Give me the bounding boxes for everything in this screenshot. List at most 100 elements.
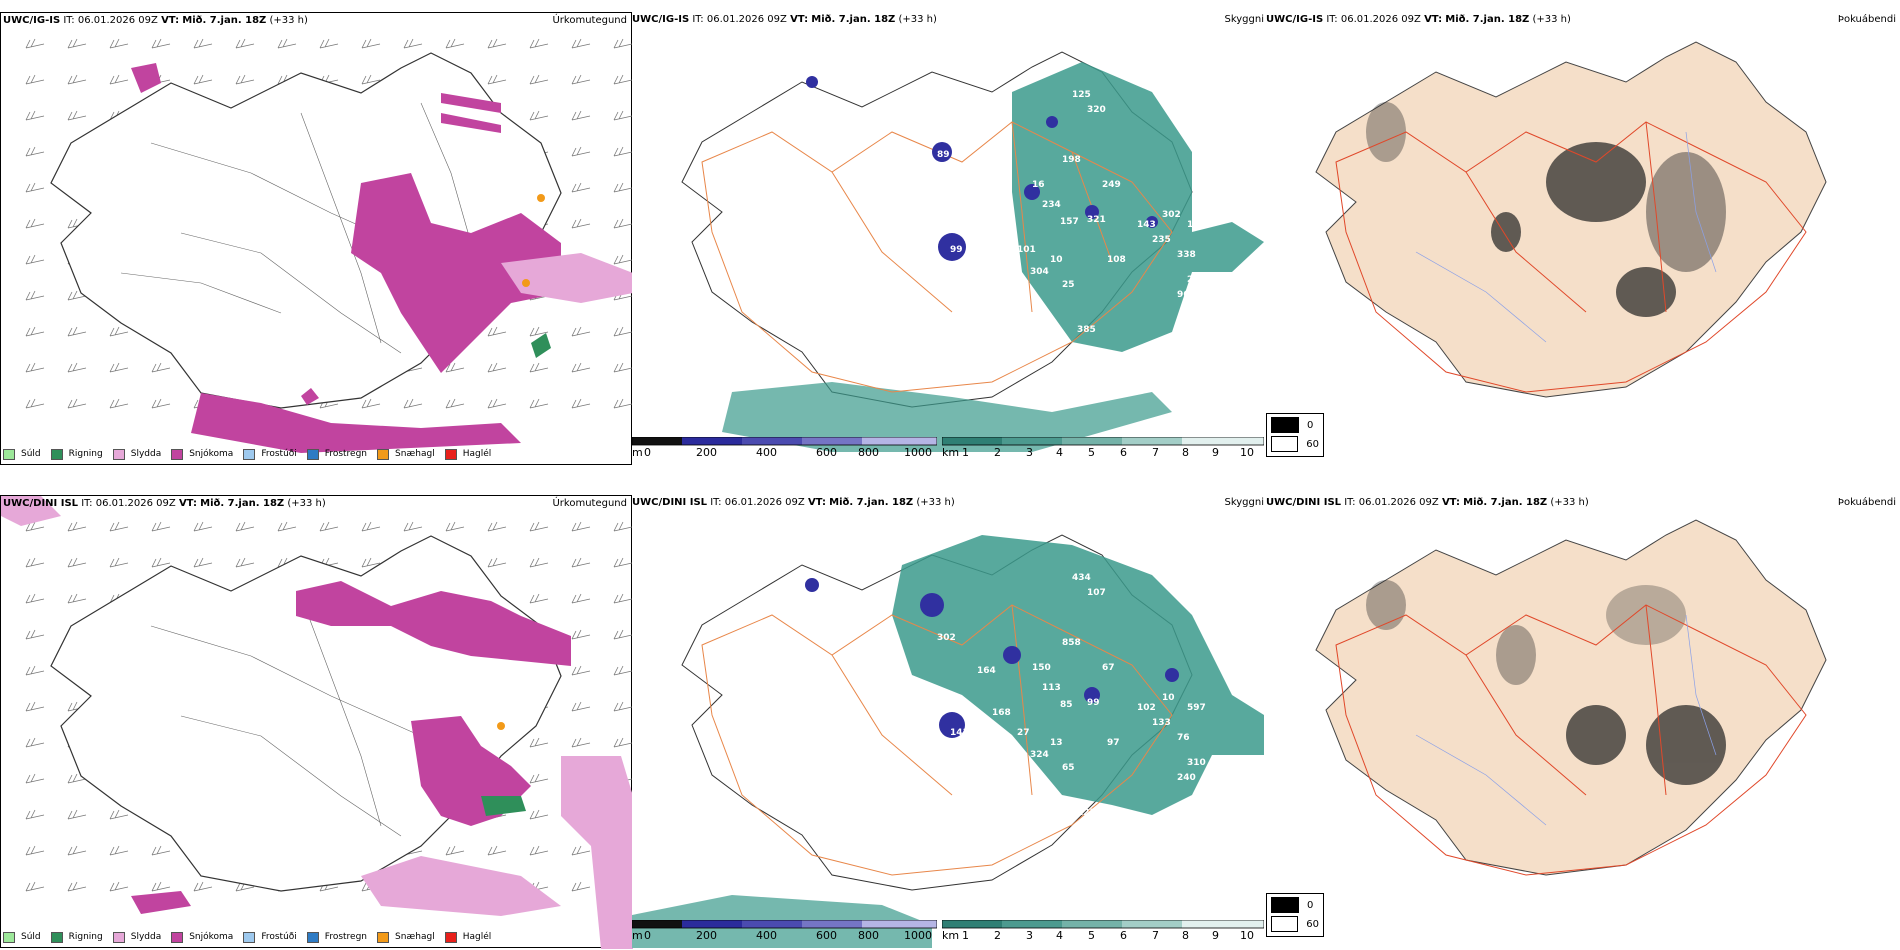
cloud-base-label: 99 [950,245,963,255]
wind-barb [193,881,213,892]
wind-barb [25,701,45,712]
cloud-base-label: 99 [1087,698,1100,708]
wind-barb [529,809,549,820]
vis-tick: 3 [1026,446,1033,459]
legend-drizzle: Súld [3,931,41,943]
wind-barb [151,38,171,49]
cloud-base-label: 724 [1207,848,1226,858]
fog-map-top [1315,41,1827,398]
wind-barb [25,290,45,301]
fog-panel-top: UWC/IG-IS IT: 06.01.2026 09Z VT: Mið. 7.… [1266,12,1900,412]
roads [701,604,1173,876]
wind-barb [67,881,87,892]
vis-tick: 8 [1182,929,1189,942]
iceland-land [1315,519,1827,876]
legend-sleet: Slydda [112,448,161,460]
precip-map-top [25,38,633,453]
wind-barb [571,74,591,85]
ceiling-tick: 0 [644,929,651,942]
wind-barb [67,110,87,121]
ceiling-tick: 200 [696,446,717,459]
valid-time: Mið. 7.jan. 18Z [1463,497,1548,508]
legend-hail: Haglél [444,931,491,943]
wind-barb [613,218,633,229]
rivers [1415,614,1717,826]
valid-time: Mið. 7.jan. 18Z [200,498,285,509]
radar-spots [806,76,1158,261]
cloud-base-label: 324 [1030,750,1049,760]
cloud-base-label: 234 [1042,200,1061,210]
cloud-base-label: 168 [992,708,1011,718]
precip-area [1,496,633,949]
model-name: UWC/DINI ISL [632,497,708,508]
wind-barb [487,38,507,49]
visibility-unit: km [942,446,960,459]
legend-freezing-rain: Frostregn [306,448,367,460]
vis-tick: 1 [962,929,969,942]
wind-barb [487,845,507,856]
cloud-base-label: 961 [1177,290,1196,300]
wind-barb [151,845,171,856]
cloud-base-label: 858 [1062,638,1081,648]
cloud-base-label: 338 [1177,250,1196,260]
wind-barb [67,593,87,604]
wind-barb [361,38,381,49]
cloud-base-label: 198 [1062,155,1081,165]
fog-legend-high: 0 [1307,419,1314,431]
wind-barb [67,362,87,373]
wind-barb [487,326,507,337]
wind-barb [487,74,507,85]
cloud-base-label: 67 [1102,663,1115,673]
wind-barb [571,593,591,604]
header-bottom-cloud: UWC/DINI ISL IT: 06.01.2026 09Z VT: Mið.… [632,497,955,511]
ceiling-tick: 200 [696,929,717,942]
wind-barb [571,845,591,856]
cloud-base-label: 249 [1102,180,1121,190]
wind-barb [151,362,171,373]
vis-tick: 7 [1152,929,1159,942]
cloud-base-label: 208 [782,65,801,75]
wind-barb [235,521,255,532]
wind-barb [151,521,171,532]
lead-time: (+33 h) [269,15,308,26]
cloud-base-label: 150 [1032,663,1051,673]
fog-legend-low: 60 [1306,918,1319,930]
wind-barb [25,665,45,676]
legend-snow: Snjókoma [171,931,233,943]
model-name: UWC/IG-IS [1266,14,1324,25]
wind-barb [25,362,45,373]
precip-panel-bottom: UWC/DINI ISL IT: 06.01.2026 09Z VT: Mið.… [0,495,633,949]
cloud-base-label: 302 [1162,210,1181,220]
wind-barb [25,254,45,265]
wind-barb [571,182,591,193]
wind-barb [571,557,591,568]
cloud-base-label: 80 [782,548,795,558]
cloud-base-label: 320 [1087,105,1106,115]
wind-barb [529,773,549,784]
wind-barb [613,665,633,676]
wind-barb [529,362,549,373]
wind-barb [109,74,129,85]
vis-tick: 6 [1120,446,1127,459]
cloud-base-label: 125 [1072,90,1091,100]
wind-barb [571,737,591,748]
wind-barb [571,218,591,229]
wind-barb [67,521,87,532]
wind-barb [67,398,87,409]
vis-tick: 7 [1152,446,1159,459]
init-time: 06.01.2026 09Z [724,497,805,508]
wind-barb [109,38,129,49]
wind-barb [193,38,213,49]
vt-label: VT: [1441,497,1460,508]
it-label: IT: [1344,497,1356,508]
vis-tick: 4 [1056,446,1063,459]
wind-barb [529,38,549,49]
cloud-base-label: 27 [1017,728,1030,738]
cloud-base-label: 133 [1187,220,1206,230]
ceiling-tick: 600 [816,446,837,459]
lead-time: (+33 h) [898,14,937,25]
cloud-base-label: 597 [1187,703,1206,713]
panel-title-precip-type: Úrkomutegund [552,15,627,26]
cloud-base-label: 434 [1072,573,1091,583]
wind-barb [571,629,591,640]
